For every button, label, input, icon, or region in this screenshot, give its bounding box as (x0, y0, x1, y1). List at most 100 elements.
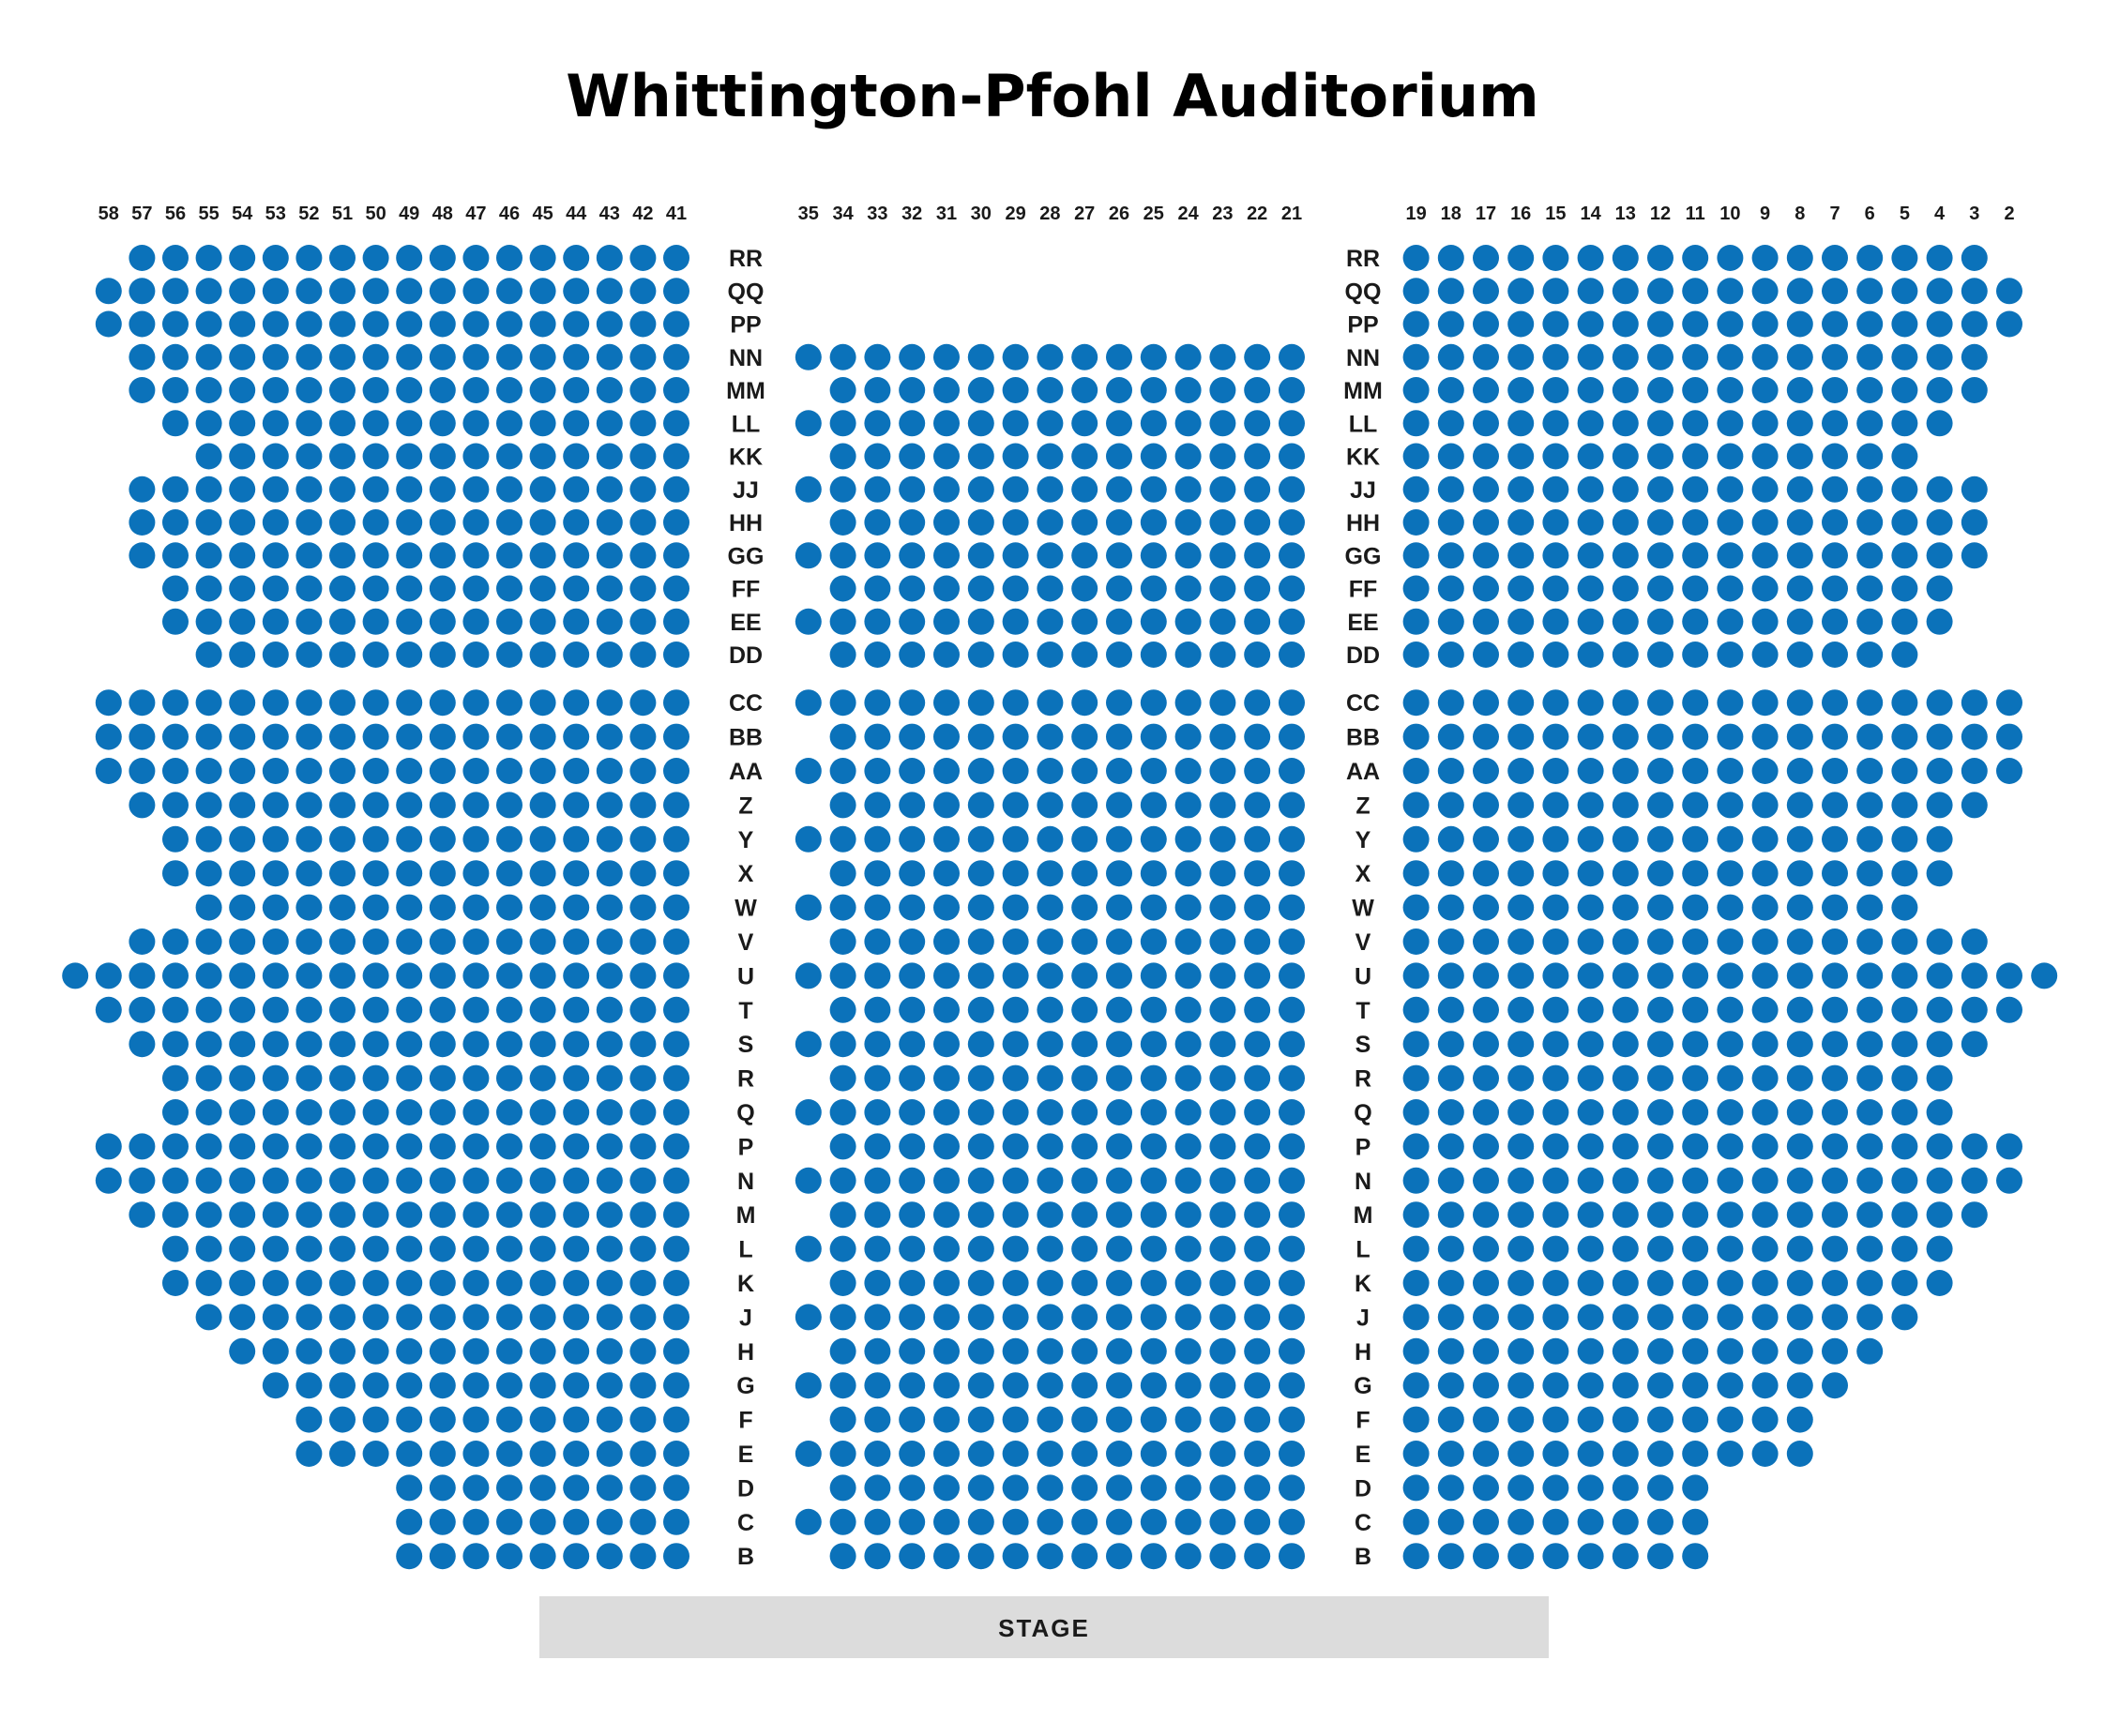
seat-K-22[interactable] (1244, 1270, 1271, 1296)
seat-H-19[interactable] (1402, 1337, 1430, 1365)
seat-U-21[interactable] (1279, 962, 1305, 989)
seat-X-24[interactable] (1174, 860, 1202, 887)
seat-Q-56[interactable] (162, 1099, 189, 1125)
seat-Q-23[interactable] (1209, 1099, 1236, 1125)
seat-C-24[interactable] (1174, 1508, 1202, 1535)
seat-Q-43[interactable] (596, 1099, 623, 1125)
seat-LL-26[interactable] (1106, 410, 1132, 437)
seat-M-23[interactable] (1209, 1201, 1236, 1229)
seat-M-56[interactable] (162, 1201, 189, 1229)
seat-E-45[interactable] (529, 1441, 556, 1467)
seat-MM-25[interactable] (1140, 377, 1167, 403)
seat-X-56[interactable] (162, 860, 189, 887)
seat-H-17[interactable] (1473, 1337, 1499, 1365)
seat-CC-11[interactable] (1682, 689, 1709, 717)
seat-DD-14[interactable] (1577, 642, 1604, 668)
seat-HH-28[interactable] (1037, 509, 1064, 536)
seat-HH-24[interactable] (1174, 509, 1202, 536)
seat-X-47[interactable] (462, 860, 490, 887)
seat-P-22[interactable] (1244, 1133, 1271, 1160)
seat-T-12[interactable] (1647, 996, 1673, 1023)
seat-S-54[interactable] (229, 1031, 256, 1058)
seat-KK-10[interactable] (1717, 443, 1744, 470)
seat-FF-53[interactable] (262, 575, 289, 602)
seat-KK-12[interactable] (1647, 443, 1673, 470)
seat-GG-34[interactable] (829, 542, 856, 569)
seat-M-19[interactable] (1402, 1201, 1430, 1229)
seat-DD-33[interactable] (864, 642, 891, 668)
seat-M-34[interactable] (829, 1201, 856, 1229)
seat-BB-51[interactable] (329, 723, 356, 750)
seat-T-18[interactable] (1437, 996, 1464, 1023)
seat-HH-57[interactable] (129, 509, 156, 536)
seat-RR-4[interactable] (1926, 245, 1953, 271)
seat-M-52[interactable] (295, 1201, 323, 1229)
seat-RR-50[interactable] (362, 245, 389, 271)
seat-AA-14[interactable] (1577, 758, 1604, 784)
seat-LL-22[interactable] (1244, 410, 1271, 437)
seat-X-44[interactable] (563, 860, 590, 887)
seat-RR-5[interactable] (1891, 245, 1918, 271)
seat-AA-41[interactable] (663, 758, 689, 784)
seat-GG-22[interactable] (1244, 542, 1271, 569)
seat-T-21[interactable] (1279, 996, 1305, 1023)
seat-P-10[interactable] (1717, 1133, 1744, 1160)
seat-W-51[interactable] (329, 894, 356, 921)
seat-Q-24[interactable] (1174, 1099, 1202, 1125)
seat-J-25[interactable] (1140, 1304, 1167, 1331)
seat-W-6[interactable] (1856, 894, 1884, 921)
seat-M-6[interactable] (1856, 1201, 1884, 1229)
seat-L-46[interactable] (496, 1235, 522, 1262)
seat-AA-29[interactable] (1002, 758, 1029, 784)
seat-KK-28[interactable] (1037, 443, 1064, 470)
seat-KK-24[interactable] (1174, 443, 1202, 470)
seat-T-34[interactable] (829, 996, 856, 1023)
seat-FF-45[interactable] (529, 575, 556, 602)
seat-L-53[interactable] (262, 1235, 289, 1262)
seat-BB-47[interactable] (462, 723, 490, 750)
seat-LL-11[interactable] (1682, 410, 1709, 437)
seat-X-6[interactable] (1856, 860, 1884, 887)
seat-KK-14[interactable] (1577, 443, 1604, 470)
seat-F-31[interactable] (933, 1406, 960, 1433)
seat-Z-33[interactable] (864, 792, 891, 819)
seat-MM-28[interactable] (1037, 377, 1064, 403)
seat-J-24[interactable] (1174, 1304, 1202, 1331)
seat-NN-16[interactable] (1507, 343, 1535, 370)
seat-Y-13[interactable] (1612, 825, 1639, 853)
seat-RR-54[interactable] (229, 245, 256, 271)
seat-S-24[interactable] (1174, 1031, 1202, 1058)
seat-U-4[interactable] (1926, 962, 1953, 989)
seat-HH-13[interactable] (1612, 509, 1639, 536)
seat-K-28[interactable] (1037, 1270, 1064, 1296)
seat-J-46[interactable] (496, 1304, 522, 1331)
seat-R-11[interactable] (1682, 1064, 1709, 1092)
seat-X-28[interactable] (1037, 860, 1064, 887)
seat-S-28[interactable] (1037, 1031, 1064, 1058)
seat-NN-21[interactable] (1279, 343, 1305, 370)
seat-T-55[interactable] (195, 996, 222, 1023)
seat-J-53[interactable] (262, 1304, 289, 1331)
seat-L-48[interactable] (429, 1235, 456, 1262)
seat-G-18[interactable] (1437, 1372, 1464, 1399)
seat-F-34[interactable] (829, 1406, 856, 1433)
seat-U-28[interactable] (1037, 962, 1064, 989)
seat-G-35[interactable] (795, 1372, 822, 1399)
seat-MM-16[interactable] (1507, 377, 1535, 403)
seat-FF-51[interactable] (329, 575, 356, 602)
seat-CC-15[interactable] (1542, 689, 1569, 717)
seat-L-54[interactable] (229, 1235, 256, 1262)
seat-U-8[interactable] (1786, 962, 1813, 989)
seat-Y-56[interactable] (162, 825, 189, 853)
seat-Z-22[interactable] (1244, 792, 1271, 819)
seat-N-23[interactable] (1209, 1167, 1236, 1194)
seat-K-13[interactable] (1612, 1270, 1639, 1296)
seat-P-43[interactable] (596, 1133, 623, 1160)
seat-Y-30[interactable] (967, 825, 994, 853)
seat-D-22[interactable] (1244, 1474, 1271, 1502)
seat-W-26[interactable] (1106, 894, 1132, 921)
seat-L-15[interactable] (1542, 1235, 1569, 1262)
seat-HH-48[interactable] (429, 509, 456, 536)
seat-P-25[interactable] (1140, 1133, 1167, 1160)
seat-R-41[interactable] (663, 1064, 689, 1092)
